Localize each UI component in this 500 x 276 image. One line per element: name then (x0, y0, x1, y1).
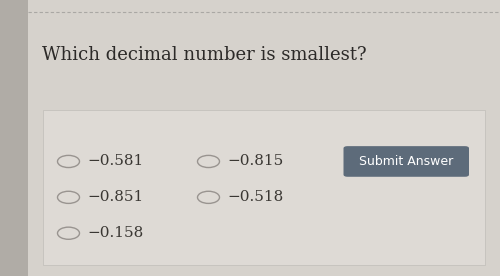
FancyBboxPatch shape (344, 146, 469, 177)
Circle shape (58, 155, 80, 168)
Text: −0.851: −0.851 (88, 190, 144, 204)
Circle shape (58, 227, 80, 239)
Text: −0.518: −0.518 (228, 190, 284, 204)
Circle shape (58, 191, 80, 203)
Text: −0.158: −0.158 (88, 226, 144, 240)
Text: −0.581: −0.581 (88, 155, 144, 168)
Text: −0.815: −0.815 (228, 155, 284, 168)
FancyBboxPatch shape (28, 0, 500, 276)
Text: Submit Answer: Submit Answer (359, 155, 454, 168)
Circle shape (198, 191, 220, 203)
FancyBboxPatch shape (42, 110, 485, 265)
Text: Which decimal number is smallest?: Which decimal number is smallest? (42, 46, 367, 64)
Circle shape (198, 155, 220, 168)
FancyBboxPatch shape (0, 0, 28, 276)
